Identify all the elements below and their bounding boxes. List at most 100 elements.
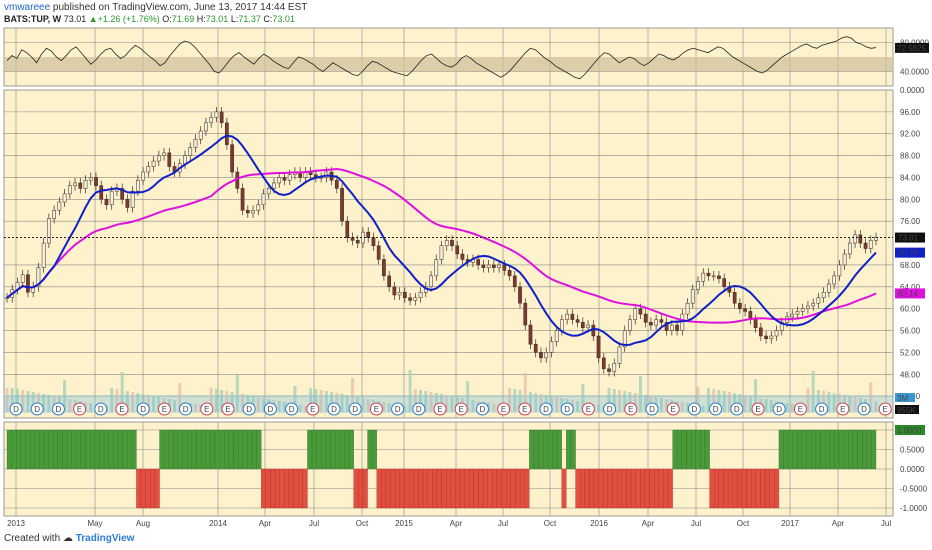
- candle-body: [764, 335, 768, 339]
- sma-long-line: [6, 168, 877, 324]
- volume-bar: [638, 376, 642, 412]
- candle-body: [245, 210, 250, 214]
- tradingview-brand[interactable]: TradingView: [75, 533, 135, 544]
- volume-bar: [827, 392, 831, 412]
- histogram-bar: [834, 429, 840, 470]
- event-marker-D: [9, 402, 23, 416]
- candle-body: [669, 324, 674, 331]
- histogram-bar: [644, 468, 650, 509]
- candle-body: [539, 352, 543, 359]
- volume-bar: [665, 399, 669, 412]
- event-marker-D: [475, 402, 489, 416]
- candle-body: [486, 264, 491, 268]
- histogram-bar: [122, 429, 128, 470]
- candle-body: [847, 242, 852, 255]
- histogram-bar: [200, 429, 206, 470]
- hist-tick-label: 0.5000: [900, 446, 925, 455]
- histogram-bar: [214, 429, 220, 470]
- volume-bar: [47, 395, 51, 412]
- event-label: D: [98, 405, 104, 414]
- candle-body: [355, 240, 360, 244]
- candle-body: [570, 313, 575, 320]
- histogram-bar: [741, 468, 747, 509]
- volume-bar: [733, 393, 737, 412]
- volume-bar: [617, 390, 621, 412]
- volume-bar: [335, 393, 339, 412]
- histogram-bar: [321, 429, 327, 470]
- candle-body: [345, 220, 350, 238]
- histogram-bar: [838, 429, 844, 470]
- event-marker-D: [285, 402, 299, 416]
- candle-body: [622, 330, 627, 348]
- volume-bar: [659, 398, 663, 412]
- x-axis-label: Oct: [544, 519, 557, 528]
- volume-bar: [837, 394, 841, 412]
- volume-bar: [68, 399, 72, 412]
- candle-body: [413, 297, 418, 301]
- histogram-bar: [607, 468, 613, 509]
- histogram-bar: [20, 429, 26, 470]
- event-label: D: [140, 405, 146, 414]
- sma-short-label: 70.70: [898, 249, 919, 258]
- volume-bar: [434, 393, 438, 412]
- event-marker-E: [793, 402, 807, 416]
- x-axis-label: May: [87, 519, 102, 528]
- histogram-bar: [94, 429, 100, 470]
- event-label: E: [374, 405, 379, 414]
- volume-bar: [241, 394, 245, 412]
- candle-body: [795, 311, 800, 315]
- histogram-bar: [191, 429, 197, 470]
- volume-bar: [743, 395, 747, 412]
- histogram-bar: [843, 429, 849, 470]
- histogram-bar: [293, 468, 299, 509]
- volume-bar: [209, 388, 213, 412]
- histogram-bar: [140, 468, 146, 509]
- candle-body: [643, 313, 648, 323]
- histogram-bar: [723, 468, 729, 509]
- candle-body: [612, 363, 617, 372]
- candle-body: [502, 264, 507, 271]
- histogram-bar: [427, 468, 433, 509]
- histogram-bar: [492, 468, 498, 509]
- candle-body: [141, 171, 145, 181]
- histogram-bar: [441, 468, 447, 509]
- x-axis-label: Jul: [881, 519, 891, 528]
- change-arrow-icon: ▲: [88, 14, 98, 24]
- candle-body: [83, 179, 88, 189]
- candle-body: [842, 253, 847, 266]
- sma-long-label-bg: [895, 288, 925, 299]
- candle-body: [858, 234, 863, 244]
- author-link[interactable]: vmwareee: [4, 2, 51, 13]
- histogram-bar: [455, 468, 461, 509]
- histogram-bar: [367, 429, 373, 470]
- histogram-bar: [829, 429, 835, 470]
- histogram-bar: [279, 468, 285, 509]
- price-tick-label: 68.00: [900, 261, 921, 270]
- x-axis-label: Aug: [136, 519, 150, 528]
- event-label: D: [819, 405, 825, 414]
- candle-body: [439, 245, 444, 260]
- x-axis-label: 2015: [395, 519, 413, 528]
- histogram-bar: [432, 468, 438, 509]
- candle-body: [544, 352, 549, 359]
- event-marker-D: [645, 402, 659, 416]
- histogram-bar: [621, 468, 627, 509]
- price-tick-label: 84.00: [900, 173, 921, 182]
- histogram-bar: [811, 429, 817, 470]
- candle-body: [392, 286, 397, 296]
- volume-bar: [680, 402, 684, 412]
- event-label: E: [310, 405, 315, 414]
- histogram-bar: [792, 429, 798, 470]
- volume-bar: [785, 403, 789, 412]
- event-marker-E: [157, 402, 171, 416]
- osc-last-bg: [895, 42, 929, 53]
- histogram-bar: [450, 468, 456, 509]
- candle-body: [628, 319, 632, 331]
- candle-body: [617, 346, 622, 364]
- candle-body: [811, 302, 816, 307]
- histogram-bar: [136, 468, 142, 509]
- histogram-bar: [825, 429, 830, 470]
- histogram-bar: [395, 468, 401, 509]
- event-label: D: [183, 405, 189, 414]
